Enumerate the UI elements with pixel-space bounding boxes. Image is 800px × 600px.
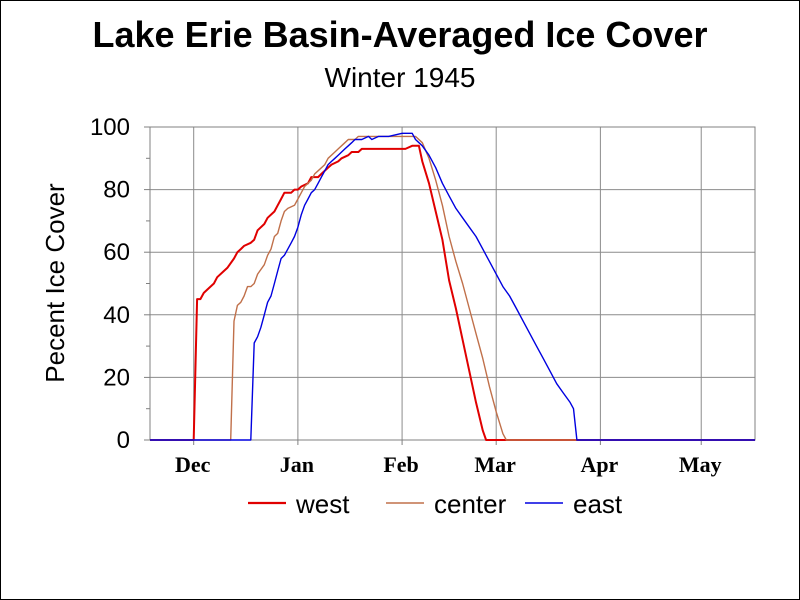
x-tick-label: Apr <box>580 452 618 477</box>
legend-label-west: west <box>295 489 350 519</box>
y-tick-label: 0 <box>117 427 130 454</box>
series-lines <box>150 132 755 441</box>
y-tick-label: 60 <box>103 239 130 266</box>
legend-label-east: east <box>573 489 623 519</box>
y-tick-label: 80 <box>103 177 130 204</box>
x-tick-label: May <box>679 452 722 477</box>
x-tick-label: Jan <box>280 452 314 477</box>
series-line-center <box>150 135 755 441</box>
plot-area <box>149 126 756 441</box>
chart-title: Lake Erie Basin-Averaged Ice Cover <box>92 14 708 55</box>
grid-lines <box>150 127 755 440</box>
x-tick-labels: Dec Jan Feb Mar Apr May <box>175 452 722 477</box>
y-tick-label: 100 <box>90 114 130 141</box>
series-line-east <box>150 132 755 441</box>
y-tick-labels: 0 20 40 60 80 100 <box>90 114 130 454</box>
chart-subtitle: Winter 1945 <box>324 62 476 93</box>
legend: west center east <box>248 489 623 519</box>
y-axis-label: Pecent Ice Cover <box>40 183 70 383</box>
x-tick-label: Dec <box>175 452 211 477</box>
y-tick-label: 20 <box>103 364 130 391</box>
y-tick-label: 40 <box>103 302 130 329</box>
x-tick-label: Feb <box>383 452 418 477</box>
x-tick-label: Mar <box>474 452 516 477</box>
legend-label-center: center <box>434 489 507 519</box>
